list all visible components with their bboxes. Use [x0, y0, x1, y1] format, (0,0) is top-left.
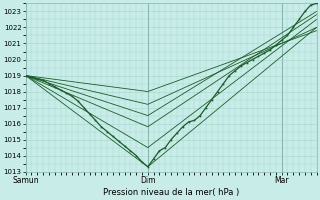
X-axis label: Pression niveau de la mer( hPa ): Pression niveau de la mer( hPa ) [103, 188, 239, 197]
